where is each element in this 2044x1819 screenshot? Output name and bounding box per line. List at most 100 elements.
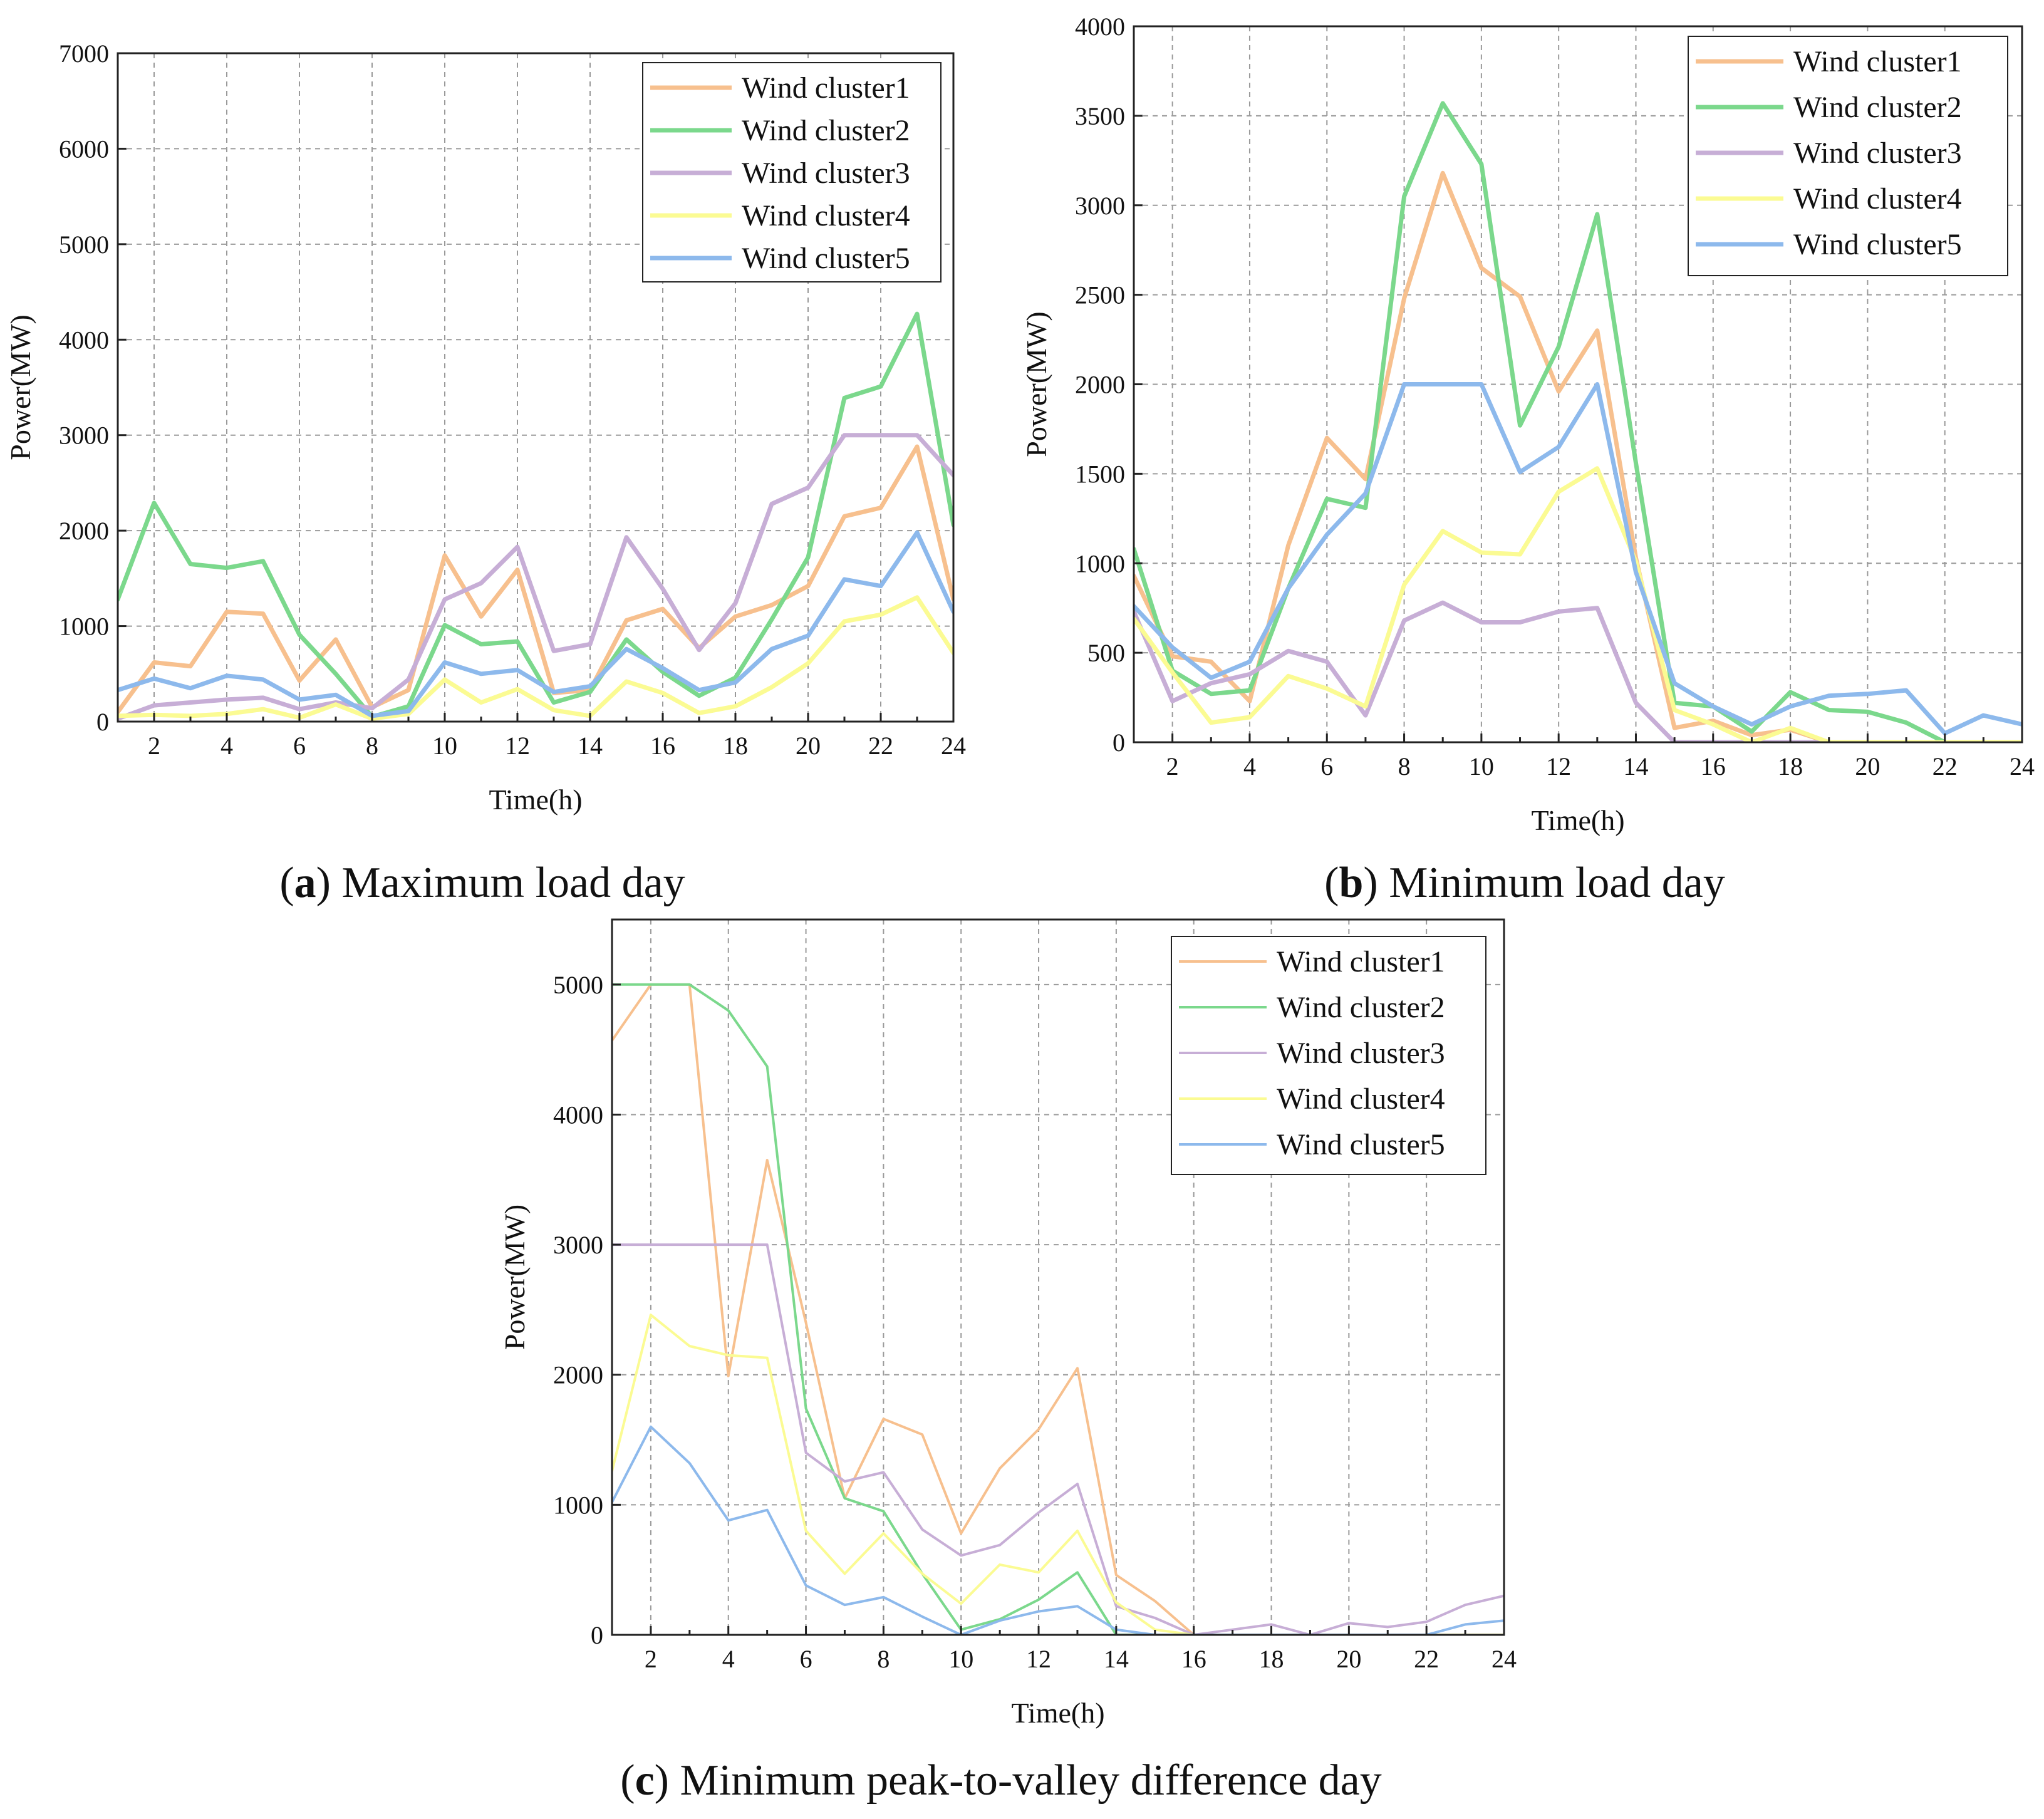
series-group <box>1134 101 2022 742</box>
y-tick-label: 0 <box>96 708 109 736</box>
x-tick-label: 14 <box>578 732 603 760</box>
legend-label: Wind cluster4 <box>742 199 910 232</box>
series-line-wind-cluster2 <box>1134 101 2022 742</box>
x-tick-label: 14 <box>1104 1645 1129 1673</box>
y-tick-label: 3000 <box>1075 192 1125 220</box>
legend-label: Wind cluster1 <box>1793 45 1962 78</box>
legend-label: Wind cluster1 <box>1277 945 1445 978</box>
y-tick-label: 1000 <box>1075 549 1125 578</box>
y-tick-label: 2000 <box>553 1361 603 1389</box>
y-tick-label: 3000 <box>59 422 109 450</box>
y-tick-label: 6000 <box>59 135 109 163</box>
series-group <box>612 983 1504 1635</box>
x-axis-title: Time(h) <box>1531 804 1624 836</box>
series-line-wind-cluster4 <box>118 595 953 721</box>
series-line-wind-cluster5 <box>118 530 953 718</box>
series-line-wind-cluster4 <box>1134 466 2022 742</box>
legend: Wind cluster1 Wind cluster2 Wind cluster3 W… <box>1688 36 2008 276</box>
x-tick-label: 22 <box>868 732 893 760</box>
x-tick-label: 4 <box>1243 752 1256 780</box>
x-tick-label: 8 <box>877 1645 890 1673</box>
y-tick-label: 2000 <box>59 517 109 545</box>
legend-label: Wind cluster4 <box>1793 182 1962 215</box>
legend-label: Wind cluster5 <box>1793 228 1962 261</box>
series-line-wind-cluster3 <box>118 433 953 721</box>
legend: Wind cluster1 Wind cluster2 Wind cluster3 W… <box>1171 936 1486 1175</box>
x-tick-label: 10 <box>432 732 457 760</box>
legend-box <box>1171 936 1486 1175</box>
caption-b: (b) Minimum load day <box>1324 859 1725 907</box>
y-axis-title: Power(MW) <box>499 1205 531 1350</box>
x-tick-label: 12 <box>1546 752 1571 780</box>
legend-label: Wind cluster4 <box>1277 1082 1445 1116</box>
y-tick-label: 0 <box>591 1621 603 1649</box>
y-tick-label: 7000 <box>59 39 109 68</box>
y-tick-label: 3000 <box>553 1231 603 1259</box>
y-tick-label: 2500 <box>1075 281 1125 309</box>
series-line-wind-cluster1 <box>1134 170 2022 742</box>
x-tick-label: 4 <box>722 1645 735 1673</box>
x-tick-label: 16 <box>1701 752 1726 780</box>
legend: Wind cluster1 Wind cluster2 Wind cluster3 W… <box>642 62 942 282</box>
plot-frame <box>117 52 955 723</box>
series-line-wind-cluster5 <box>1134 382 2022 736</box>
caption-a: (a) Maximum load day <box>279 859 685 907</box>
y-tick-label: 5000 <box>59 231 109 259</box>
y-tick-label: 500 <box>1087 639 1125 667</box>
x-tick-label: 2 <box>148 732 160 760</box>
legend-box <box>1688 36 2008 276</box>
x-tick-label: 12 <box>1026 1645 1051 1673</box>
legend-label: Wind cluster5 <box>742 242 910 275</box>
series-line-wind-cluster3 <box>1134 600 2022 742</box>
y-tick-label: 4000 <box>553 1101 603 1129</box>
x-tick-label: 14 <box>1623 752 1648 780</box>
legend-label: Wind cluster5 <box>1277 1128 1445 1161</box>
x-tick-label: 16 <box>650 732 675 760</box>
x-tick-label: 18 <box>1778 752 1803 780</box>
series-group <box>118 311 953 721</box>
y-tick-label: 4000 <box>1075 13 1125 41</box>
legend-label: Wind cluster2 <box>1277 991 1445 1024</box>
x-tick-label: 2 <box>1166 752 1179 780</box>
y-tick-label: 3500 <box>1075 102 1125 130</box>
legend-label: Wind cluster3 <box>1277 1037 1445 1070</box>
legend-label: Wind cluster3 <box>1793 137 1962 170</box>
x-tick-label: 24 <box>1491 1645 1517 1673</box>
series-line-wind-cluster2 <box>612 983 1504 1635</box>
legend-label: Wind cluster2 <box>742 114 910 147</box>
caption-c: (c) Minimum peak-to-valley difference da… <box>620 1756 1381 1805</box>
plot-frame <box>611 918 1505 1636</box>
y-tick-label: 1000 <box>59 613 109 641</box>
x-tick-label: 10 <box>948 1645 973 1673</box>
series-line-wind-cluster4 <box>612 1314 1504 1635</box>
y-axis-title: Power(MW) <box>1020 311 1052 457</box>
series-line-wind-cluster1 <box>118 444 953 715</box>
legend-label: Wind cluster3 <box>742 157 910 190</box>
x-tick-label: 20 <box>796 732 821 760</box>
series-line-wind-cluster3 <box>612 1243 1504 1635</box>
x-tick-label: 24 <box>941 732 966 760</box>
x-tick-label: 8 <box>366 732 378 760</box>
x-tick-label: 4 <box>220 732 233 760</box>
y-axis-title: Power(MW) <box>4 314 36 460</box>
legend-label: Wind cluster1 <box>742 71 910 105</box>
y-tick-label: 2000 <box>1075 371 1125 399</box>
legend-label: Wind cluster2 <box>1793 91 1962 124</box>
x-tick-label: 16 <box>1181 1645 1206 1673</box>
x-tick-label: 20 <box>1336 1645 1361 1673</box>
chart-a: 2 4 6 8 10 12 14 16 18 20 22 2401000200030004000500… <box>4 39 966 816</box>
x-tick-label: 18 <box>723 732 748 760</box>
y-tick-label: 4000 <box>59 326 109 354</box>
x-tick-label: 12 <box>505 732 530 760</box>
x-tick-label: 10 <box>1469 752 1494 780</box>
x-tick-label: 22 <box>1414 1645 1439 1673</box>
x-axis-title: Time(h) <box>489 784 582 816</box>
chart-c: 2 4 6 8 10 12 14 16 18 20 22 2401000200030004000500… <box>499 918 1517 1729</box>
y-tick-label: 1000 <box>553 1491 603 1519</box>
series-line-wind-cluster2 <box>118 311 953 719</box>
x-axis-title: Time(h) <box>1011 1697 1104 1729</box>
x-tick-label: 6 <box>293 732 306 760</box>
x-tick-label: 6 <box>1320 752 1333 780</box>
y-tick-label: 1500 <box>1075 460 1125 488</box>
